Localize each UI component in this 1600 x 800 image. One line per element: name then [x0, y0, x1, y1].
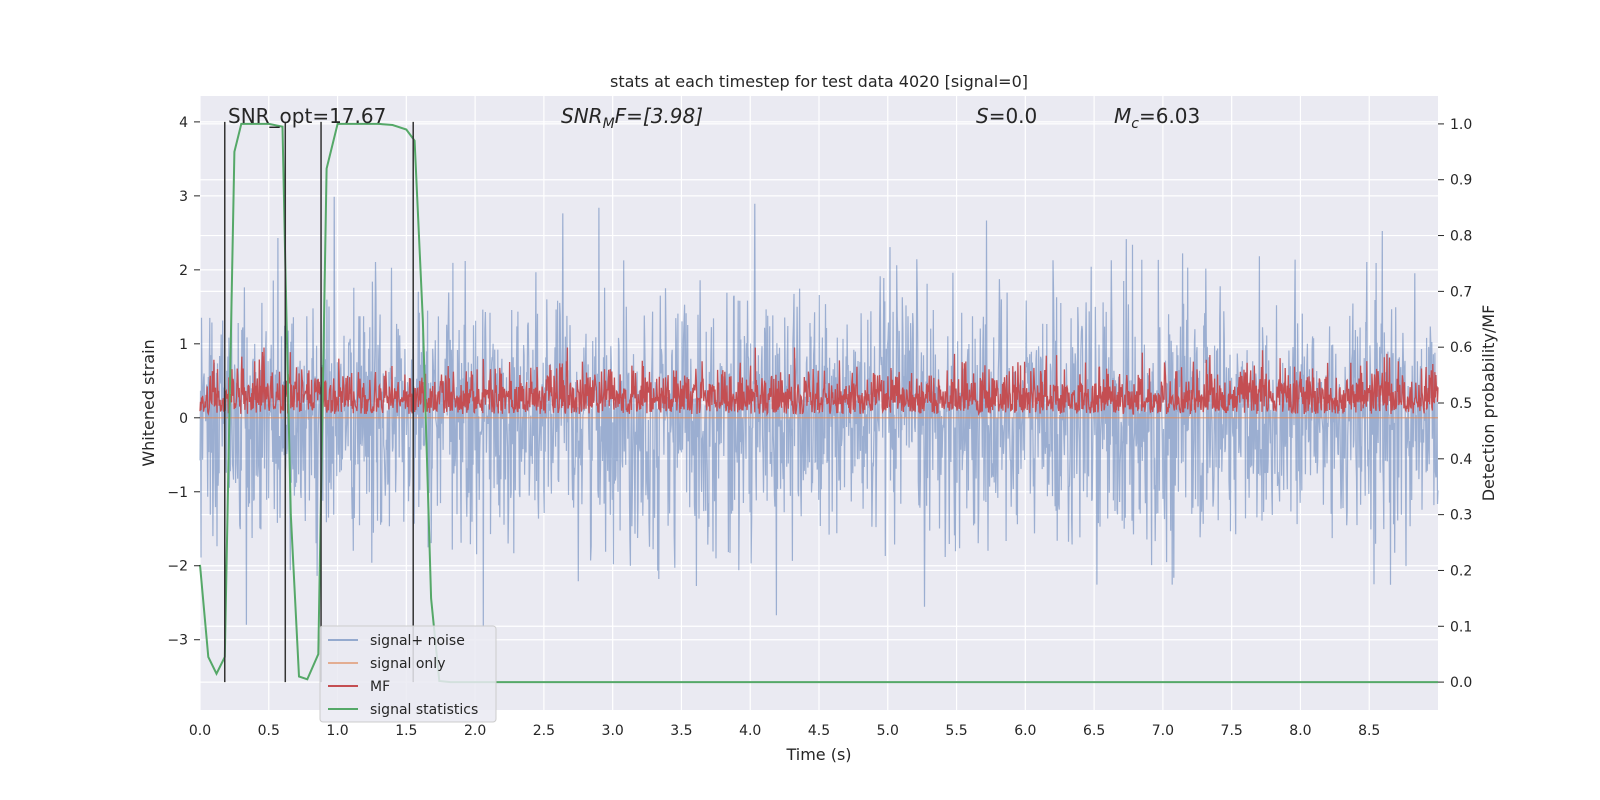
y-tick-label-left: −3 — [167, 633, 188, 649]
x-tick-labels: 0.0 0.5 1.0 1.5 2.0 2.5 3.0 3.5 4.0 4.5 5.0 5.5 6.0 6… — [189, 723, 1380, 739]
x-tick-label: 5.0 — [877, 723, 899, 739]
annotation-s: S=0.0 — [976, 104, 1037, 128]
x-tick-label: 5.5 — [945, 723, 967, 739]
annotation-snr-opt: SNR_opt=17.67 — [228, 104, 386, 128]
y-axis-label-right: Detection probability/MF — [1479, 305, 1498, 502]
y-tick-label-right: 0.9 — [1450, 173, 1472, 189]
series-signal-statistics — [199, 122, 1438, 684]
x-tick-label: 6.0 — [1014, 723, 1036, 739]
y-tick-label-left: 1 — [179, 337, 188, 353]
y-tick-label-right: 0.6 — [1450, 340, 1472, 356]
y-tick-label-right: 0.0 — [1450, 675, 1472, 691]
y-tick-label-right: 1.0 — [1450, 117, 1472, 133]
mc-value: =6.03 — [1139, 104, 1200, 128]
y-tick-label-left: 2 — [179, 263, 188, 279]
x-tick-label: 1.0 — [326, 723, 348, 739]
x-tick-label: 6.5 — [1083, 723, 1105, 739]
x-tick-label: 8.5 — [1358, 723, 1380, 739]
y-tick-label-right: 0.2 — [1450, 563, 1472, 579]
y-tick-label-left: −2 — [167, 559, 188, 575]
x-axis-label: Time (s) — [785, 745, 851, 764]
x-tick-label: 7.0 — [1152, 723, 1174, 739]
s-var: S — [976, 104, 989, 128]
x-tick-label: 2.0 — [464, 723, 486, 739]
legend-label-signal-statistics: signal statistics — [370, 702, 478, 718]
snr-mf-main: SNR — [561, 104, 603, 128]
legend-box — [319, 625, 497, 723]
line-signal-statistics — [199, 122, 1438, 684]
snr-mf-f: F=[3.98] — [615, 104, 703, 128]
y-axis-label-left: Whitened strain — [139, 339, 158, 466]
mc-var: M — [1114, 104, 1131, 128]
y-tick-label-left: 0 — [179, 411, 188, 427]
x-tick-label: 8.0 — [1289, 723, 1311, 739]
snr-mf-sub: M — [603, 116, 615, 132]
s-value: =0.0 — [989, 104, 1038, 128]
legend-label-signal-noise: signal+ noise — [370, 633, 465, 649]
x-tick-label: 4.0 — [739, 723, 761, 739]
y-tick-label-right: 0.8 — [1450, 229, 1472, 245]
mc-sub: c — [1131, 116, 1139, 132]
y-tick-label-right: 0.7 — [1450, 284, 1472, 300]
y-tick-label-left: 4 — [179, 115, 188, 131]
vertical-markers — [224, 121, 414, 683]
x-tick-label: 7.5 — [1221, 723, 1243, 739]
annotation-snr-mf: SNRMF=[3.98] — [561, 104, 703, 132]
legend: signal+ noise signal only MF signal stat… — [319, 625, 497, 723]
x-tick-label: 2.5 — [533, 723, 555, 739]
legend-label-signal-only: signal only — [370, 656, 445, 672]
x-tick-label: 0.5 — [258, 723, 280, 739]
y-tick-label-right: 0.3 — [1450, 508, 1472, 524]
x-tick-label: 3.0 — [602, 723, 624, 739]
y-tick-label-left: −1 — [167, 485, 188, 501]
x-tick-label: 4.5 — [808, 723, 830, 739]
x-tick-label: 0.0 — [189, 723, 211, 739]
x-tick-label: 3.5 — [670, 723, 692, 739]
y-tick-label-right: 0.4 — [1450, 452, 1472, 468]
series-mf — [199, 347, 1439, 417]
y-tick-labels-right: 0.0 0.1 0.2 0.3 0.4 0.5 0.6 0.7 0.8 0.9 1.0 — [1438, 117, 1472, 691]
y-tick-labels-left: −3 −2 −1 0 1 2 3 4 — [167, 115, 200, 649]
chart-title: stats at each timestep for test data 402… — [610, 72, 1028, 91]
x-tick-label: 1.5 — [395, 723, 417, 739]
annotation-mc: Mc=6.03 — [1114, 104, 1200, 132]
line-mf — [199, 347, 1439, 417]
y-tick-label-right: 0.1 — [1450, 619, 1472, 635]
legend-label-mf: MF — [370, 679, 390, 695]
y-tick-label-left: 3 — [179, 189, 188, 205]
y-tick-label-right: 0.5 — [1450, 396, 1472, 412]
